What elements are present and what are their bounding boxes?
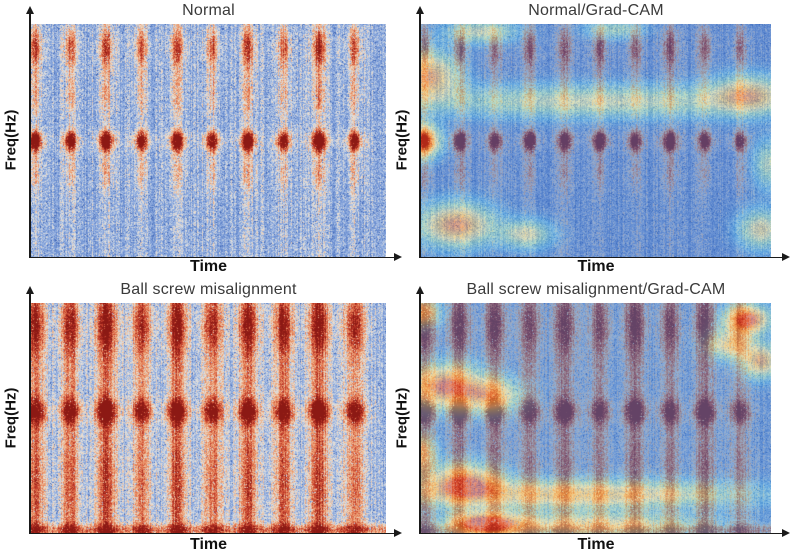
y-axis-label-freq: Freq(Hz) [393, 387, 411, 449]
y-axis-line [419, 294, 421, 533]
x-axis-label-time: Time [577, 536, 615, 553]
x-axis-line [419, 532, 783, 534]
x-axis-label-time: Time [189, 258, 228, 275]
x-axis-label-time: Time [577, 258, 615, 275]
x-axis-arrow-icon [782, 529, 790, 537]
spectrogram-misalignment-gradcam [421, 303, 771, 533]
y-axis-line [29, 14, 31, 257]
y-axis-label-freq: Freq(Hz) [393, 109, 411, 171]
panel-title-normal: Normal [182, 2, 235, 19]
y-axis-arrow-icon [26, 286, 34, 294]
y-axis-arrow-icon [26, 6, 34, 14]
spectrogram-normal [31, 24, 386, 257]
panel-title-normal-gradcam: Normal/Grad-CAM [528, 2, 664, 19]
x-axis-label-time: Time [189, 536, 228, 553]
x-axis-arrow-icon [394, 529, 402, 537]
panel-title-misalignment-gradcam: Ball screw misalignment/Grad-CAM [466, 281, 726, 298]
panel-title-misalignment: Ball screw misalignment [120, 281, 297, 298]
y-axis-label-freq: Freq(Hz) [2, 387, 20, 449]
x-axis-line [29, 256, 395, 258]
x-axis-line [29, 532, 395, 534]
y-axis-line [419, 14, 421, 257]
x-axis-line [419, 256, 783, 258]
spectrogram-misalignment [31, 303, 386, 533]
x-axis-arrow-icon [394, 253, 402, 261]
y-axis-arrow-icon [416, 286, 424, 294]
y-axis-arrow-icon [416, 6, 424, 14]
y-axis-line [29, 294, 31, 533]
spectrogram-normal-gradcam [421, 24, 771, 257]
y-axis-label-freq: Freq(Hz) [2, 109, 20, 171]
x-axis-arrow-icon [782, 253, 790, 261]
